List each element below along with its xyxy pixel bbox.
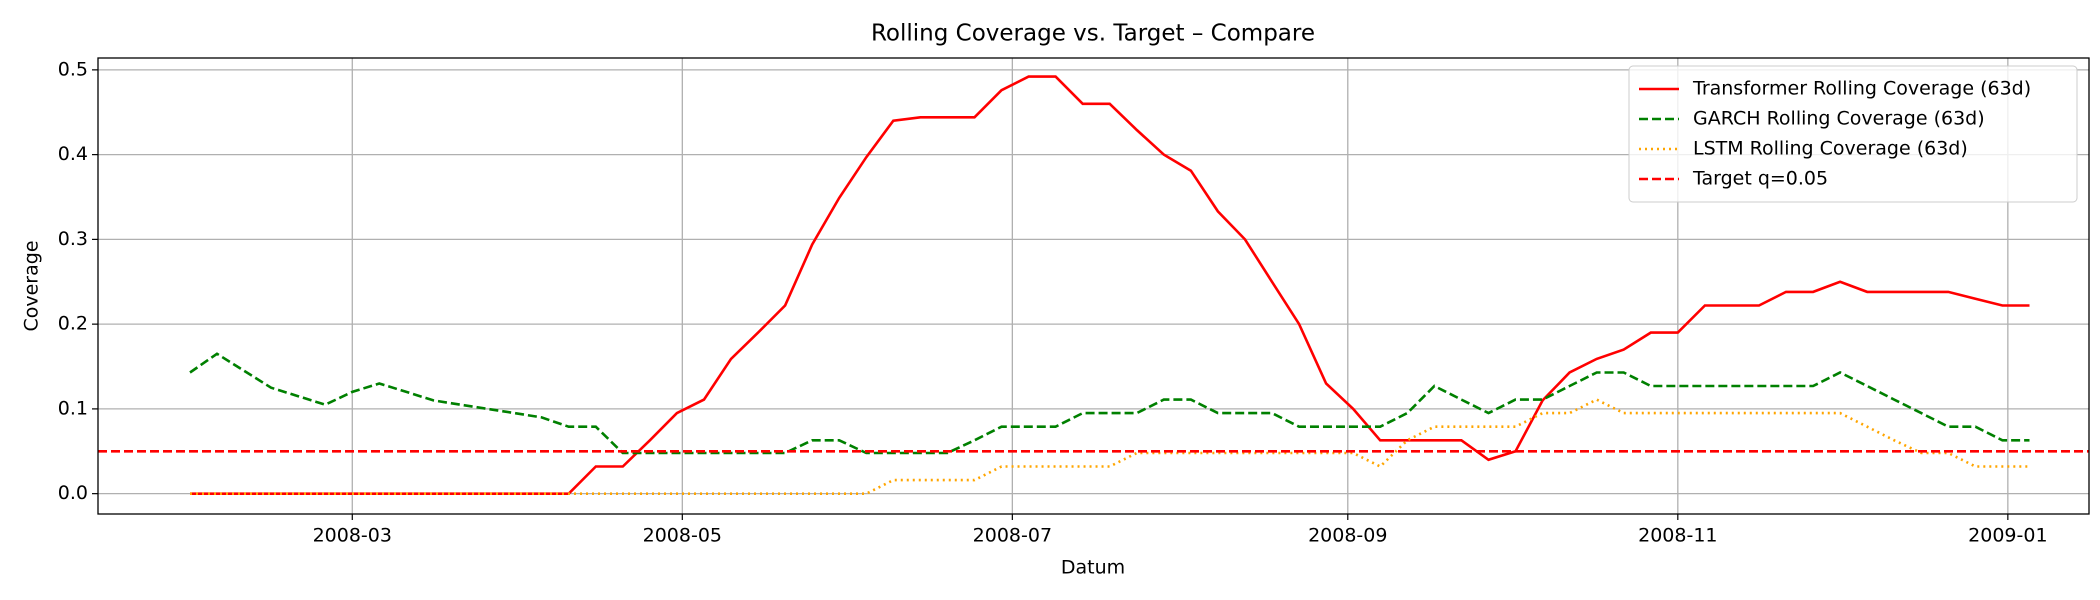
x-tick-label: 2008-03 [313,525,392,547]
chart-title: Rolling Coverage vs. Target – Compare [871,21,1315,47]
y-tick-label: 0.4 [58,143,88,165]
y-tick-label: 0.1 [58,397,88,419]
y-tick-label: 0.2 [58,313,88,335]
x-tick-label: 2008-07 [973,525,1052,547]
y-tick-label: 0.0 [58,482,88,504]
x-tick-label: 2008-11 [1638,525,1717,547]
x-tick-label: 2008-09 [1308,525,1387,547]
x-axis-label: Datum [1061,557,1125,579]
legend-label: LSTM Rolling Coverage (63d) [1693,138,1968,160]
legend-label: Transformer Rolling Coverage (63d) [1692,78,2031,100]
y-tick-label: 0.5 [58,58,88,80]
legend-label: GARCH Rolling Coverage (63d) [1693,108,1985,130]
x-tick-label: 2009-01 [1968,525,2047,547]
x-tick-label: 2008-05 [643,525,722,547]
series-line [189,352,2030,455]
y-axis-label: Coverage [21,240,43,331]
legend-box [1628,65,2078,203]
y-tick-label: 0.3 [58,228,88,250]
legend-label: Target q=0.05 [1692,168,1828,190]
series-line [190,398,2030,495]
plot-frame [97,57,2090,515]
